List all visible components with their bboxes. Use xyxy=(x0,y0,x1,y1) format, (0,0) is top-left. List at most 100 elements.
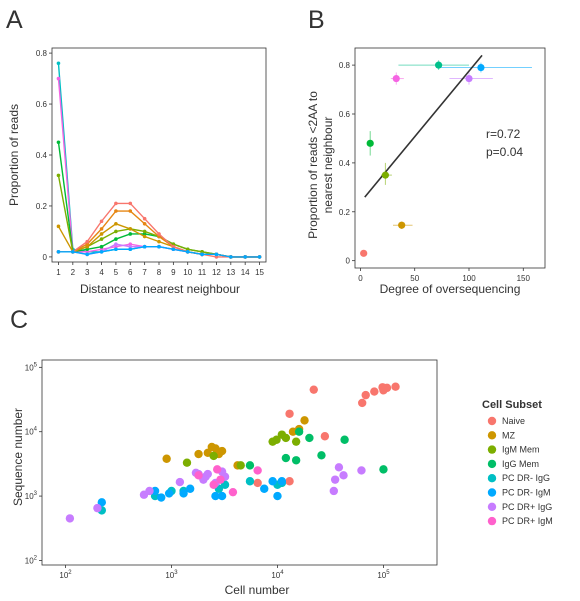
panel-c-point xyxy=(339,471,348,480)
panel-c-label: C xyxy=(10,306,28,334)
panel-c-point xyxy=(145,486,154,496)
panel-b-point xyxy=(366,139,374,147)
legend-label: PC DR+ IgM xyxy=(502,516,553,526)
panel-a-series-point xyxy=(114,201,118,206)
panel-b-label: B xyxy=(308,6,325,34)
panel-c-point xyxy=(285,409,294,418)
panel-c-point xyxy=(65,514,75,523)
panel-c-point xyxy=(236,461,245,470)
legend-swatch xyxy=(487,416,497,426)
panel-a-series-point xyxy=(56,140,61,145)
panel-c-point xyxy=(309,385,318,394)
panel-c-point xyxy=(162,454,171,463)
panel-b-xtick-label: 50 xyxy=(410,274,419,283)
panel-c-ytick-label: 104 xyxy=(25,427,38,437)
panel-c-point xyxy=(97,498,107,507)
legend-label: MZ xyxy=(502,430,515,440)
panel-a-series-point xyxy=(142,221,147,226)
panel-a-series-point xyxy=(99,247,104,252)
panel-a-series-point xyxy=(85,244,89,249)
panel-c-point xyxy=(330,475,340,484)
panel-c-point xyxy=(217,446,227,456)
panel-a-xtick-label: 11 xyxy=(198,268,207,277)
legend-swatch xyxy=(487,445,497,454)
panel-b-xlabel: Degree of oversequencing xyxy=(380,282,521,296)
panel-c-point xyxy=(305,433,314,443)
panel-a-series-point xyxy=(142,244,147,249)
panel-a-series-point xyxy=(142,229,147,234)
panel-b-ylabel-line1: Proportion of reads <2AA to xyxy=(306,91,320,239)
panel-c-point xyxy=(194,471,203,480)
legend-label: PC DR- IgG xyxy=(502,473,550,483)
panel-a-series-point xyxy=(71,250,75,254)
panel-c-point xyxy=(273,491,282,501)
panel-b-point xyxy=(398,221,406,229)
panel-a-series-point xyxy=(128,227,133,231)
panel-b-ytick-label: 0.4 xyxy=(339,159,351,168)
panel-a-xtick-label: 6 xyxy=(128,268,133,277)
legend-title: Cell Subset xyxy=(482,399,542,411)
panel-a-ytick-label: 0.6 xyxy=(36,100,48,109)
legend-swatch xyxy=(487,474,497,483)
panel-a-series-point xyxy=(114,209,118,213)
panel-c-point xyxy=(203,469,212,479)
panel-b-scatter-chart: 0 0.2 0.4 0.6 0.8 0 50 100 150 xyxy=(339,47,546,283)
panel-a-series-point xyxy=(157,244,161,249)
panel-b-point xyxy=(435,61,443,69)
panel-c-point xyxy=(164,489,174,498)
legend-swatch xyxy=(487,431,497,440)
panel-a-xtick-label: 10 xyxy=(183,268,192,277)
panel-a-series-point xyxy=(114,237,118,241)
panel-c-point xyxy=(182,458,192,467)
panel-c-point xyxy=(213,465,222,474)
panel-a-xtick-label: 14 xyxy=(241,268,250,277)
panel-c-point xyxy=(361,390,370,400)
panel-c-point xyxy=(300,416,309,425)
panel-c-xlabel: Cell number xyxy=(225,583,290,597)
panel-a-ytick-label: 0.2 xyxy=(36,202,48,211)
panel-c-point xyxy=(185,484,195,493)
panel-c-point xyxy=(370,387,379,396)
panel-a-series-point xyxy=(85,242,89,246)
panel-a-series-point xyxy=(99,250,104,254)
panel-c-point xyxy=(157,493,166,502)
panel-a-series-point xyxy=(142,216,147,221)
panel-b-point xyxy=(392,74,400,83)
panel-a-series-point xyxy=(85,250,89,254)
panel-a-line-chart: 00.20.40.60.81 2 3 4 5 6 7 8 9 10 11 12 13 14 15 xyxy=(36,47,267,277)
panel-c-scatter-chart: 102 103 104 105 102 103 104 105 xyxy=(25,359,438,580)
panel-c-point xyxy=(217,491,227,501)
panel-a-series-point xyxy=(200,250,204,254)
panel-a-series-point xyxy=(99,237,104,241)
panel-c-point xyxy=(277,477,287,486)
panel-a-series-point xyxy=(257,255,262,259)
panel-a-series-point xyxy=(85,239,89,244)
legend-label: PC DR+ IgG xyxy=(502,502,552,512)
panel-c-point xyxy=(209,451,218,461)
panel-b-ytick-label: 0.8 xyxy=(339,61,351,70)
legend-label: PC DR- IgM xyxy=(502,488,551,498)
panel-c-point xyxy=(391,382,400,391)
legend-swatch xyxy=(487,488,497,497)
panel-c-point xyxy=(281,433,291,443)
panel-a-series-point xyxy=(128,201,133,206)
panel-c-legend: Naive MZ IgM Mem IgG Mem PC DR- IgG PC DR- Ig… xyxy=(487,416,553,526)
panel-b-point xyxy=(381,171,389,179)
panel-c-point xyxy=(228,487,238,497)
panel-c-point xyxy=(268,477,277,486)
panel-c-point xyxy=(253,478,262,488)
panel-a-series-point xyxy=(157,232,161,236)
panel-c-point xyxy=(260,484,269,493)
panel-a-series-point xyxy=(157,239,161,244)
panel-a-series-point xyxy=(200,252,204,257)
panel-c-point xyxy=(194,449,203,459)
panel-a-series-point xyxy=(114,247,118,252)
panel-a-series-point xyxy=(56,224,61,229)
panel-a-ytick-label: 0.8 xyxy=(36,49,48,58)
panel-b-point xyxy=(477,63,485,72)
panel-a-xtick-label: 15 xyxy=(255,268,264,277)
panel-c-ytick-label: 102 xyxy=(25,555,38,565)
panel-a-series-point xyxy=(128,209,133,213)
panel-b-ytick-label: 0.6 xyxy=(339,110,351,119)
